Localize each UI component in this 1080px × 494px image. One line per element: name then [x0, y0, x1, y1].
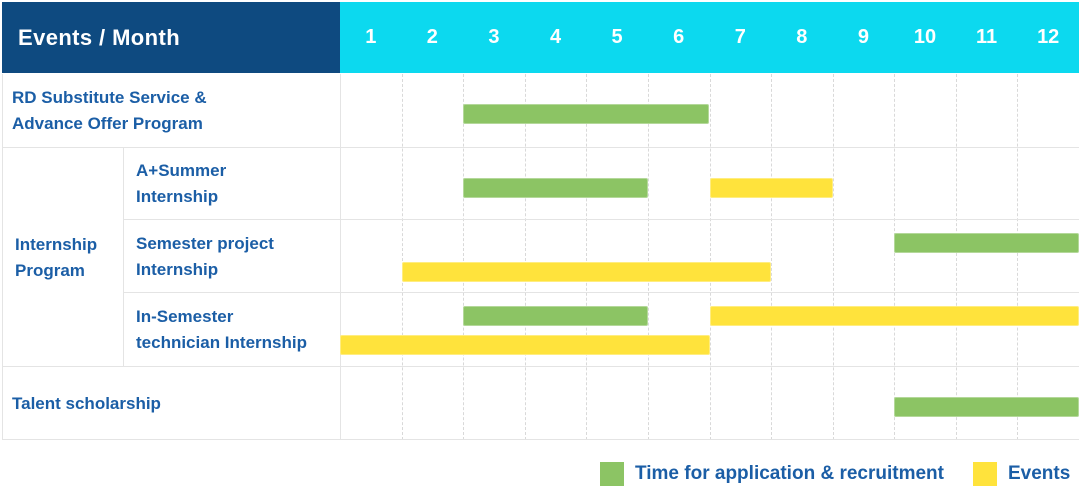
gantt-bar-application: [463, 178, 648, 198]
row-label-line: RD Substitute Service &: [12, 88, 207, 107]
row-label-2: A+Summer Internship: [124, 148, 340, 220]
month-gridline: [1017, 74, 1019, 440]
month-header-3: 3: [488, 26, 500, 48]
header-title: Events / Month: [18, 24, 181, 50]
month-gridline: [832, 74, 834, 440]
row-border: [123, 219, 1079, 220]
legend-swatch-green: [600, 462, 624, 486]
month-header-1: 1: [365, 26, 377, 48]
group-cell-internship-program: Internship Program: [2, 148, 123, 367]
row-border: [2, 366, 1079, 367]
month-gridline: [647, 74, 649, 440]
month-gridline: [524, 74, 526, 440]
month-header-7: 7: [734, 26, 746, 48]
gantt-bar-events: [340, 335, 710, 355]
row-label-3: Semester project Internship: [124, 220, 340, 293]
gantt-bar-application: [894, 397, 1079, 417]
gantt-bar-events: [401, 262, 772, 282]
gantt-bar-application: [463, 104, 710, 124]
month-header-8: 8: [796, 26, 808, 48]
month-header-6: 6: [673, 26, 685, 48]
month-header-11: 11: [976, 26, 998, 48]
row-label-line: Advance Offer Program: [12, 114, 203, 133]
gantt-bar-events: [709, 306, 1079, 326]
row-label-line: technician Internship: [136, 333, 307, 352]
month-header-2: 2: [426, 26, 438, 48]
row-border: [123, 292, 1079, 293]
month-gridline: [771, 74, 773, 440]
group-divider: [123, 148, 124, 367]
table-left-border: [2, 74, 3, 440]
label-months-divider: [340, 74, 341, 440]
row-border: [2, 147, 1079, 148]
month-header-4: 4: [549, 26, 562, 48]
row-label-line: Talent scholarship: [12, 393, 161, 413]
month-header-strip: 1 2 3 4 5 6 7 8 9 10 11 12: [340, 2, 1079, 73]
row-label-line: Internship: [136, 187, 219, 206]
month-header-10: 10: [913, 26, 937, 48]
group-label-line: Internship: [15, 234, 98, 254]
legend-label-events: Events: [1008, 463, 1071, 484]
month-gridline: [401, 74, 403, 440]
month-header-9: 9: [857, 26, 869, 48]
row-label-line: Internship: [136, 259, 219, 279]
header-events-month: Events / Month: [2, 2, 340, 73]
gantt-bar-events: [709, 178, 833, 198]
group-label-line: Program: [15, 260, 85, 280]
row-label-1: RD Substitute Service & Advance Offer Pro…: [2, 74, 340, 148]
legend-item-application: Time for application & recruitment: [600, 462, 944, 486]
legend-label-application: Time for application & recruitment: [635, 463, 944, 484]
month-gridline: [955, 74, 957, 440]
month-gridline: [894, 74, 896, 440]
row-border: [2, 439, 1079, 440]
month-gridline: [709, 74, 711, 440]
row-label-5: Talent scholarship: [2, 367, 340, 440]
legend-item-events: Events: [973, 462, 1070, 486]
row-label-line: Semester project: [136, 233, 274, 253]
row-label-4: In-Semester technician Internship: [124, 293, 340, 367]
row-label-line: In-Semester: [136, 307, 234, 326]
legend-swatch-yellow: [973, 462, 997, 486]
month-header-5: 5: [611, 26, 623, 48]
gantt-bar-application: [463, 306, 648, 326]
month-header-12: 12: [1037, 26, 1060, 48]
gantt-bar-application: [894, 233, 1079, 253]
month-gridline: [463, 74, 465, 440]
month-gridline: [586, 74, 588, 440]
row-label-line: A+Summer: [136, 161, 227, 180]
